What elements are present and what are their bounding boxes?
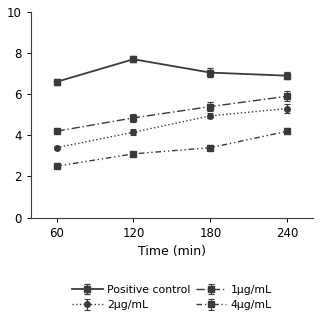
X-axis label: Time (min): Time (min) xyxy=(138,245,206,258)
Legend: Positive control, 2μg/mL, 1μg/mL, 4μg/mL: Positive control, 2μg/mL, 1μg/mL, 4μg/mL xyxy=(72,285,272,310)
